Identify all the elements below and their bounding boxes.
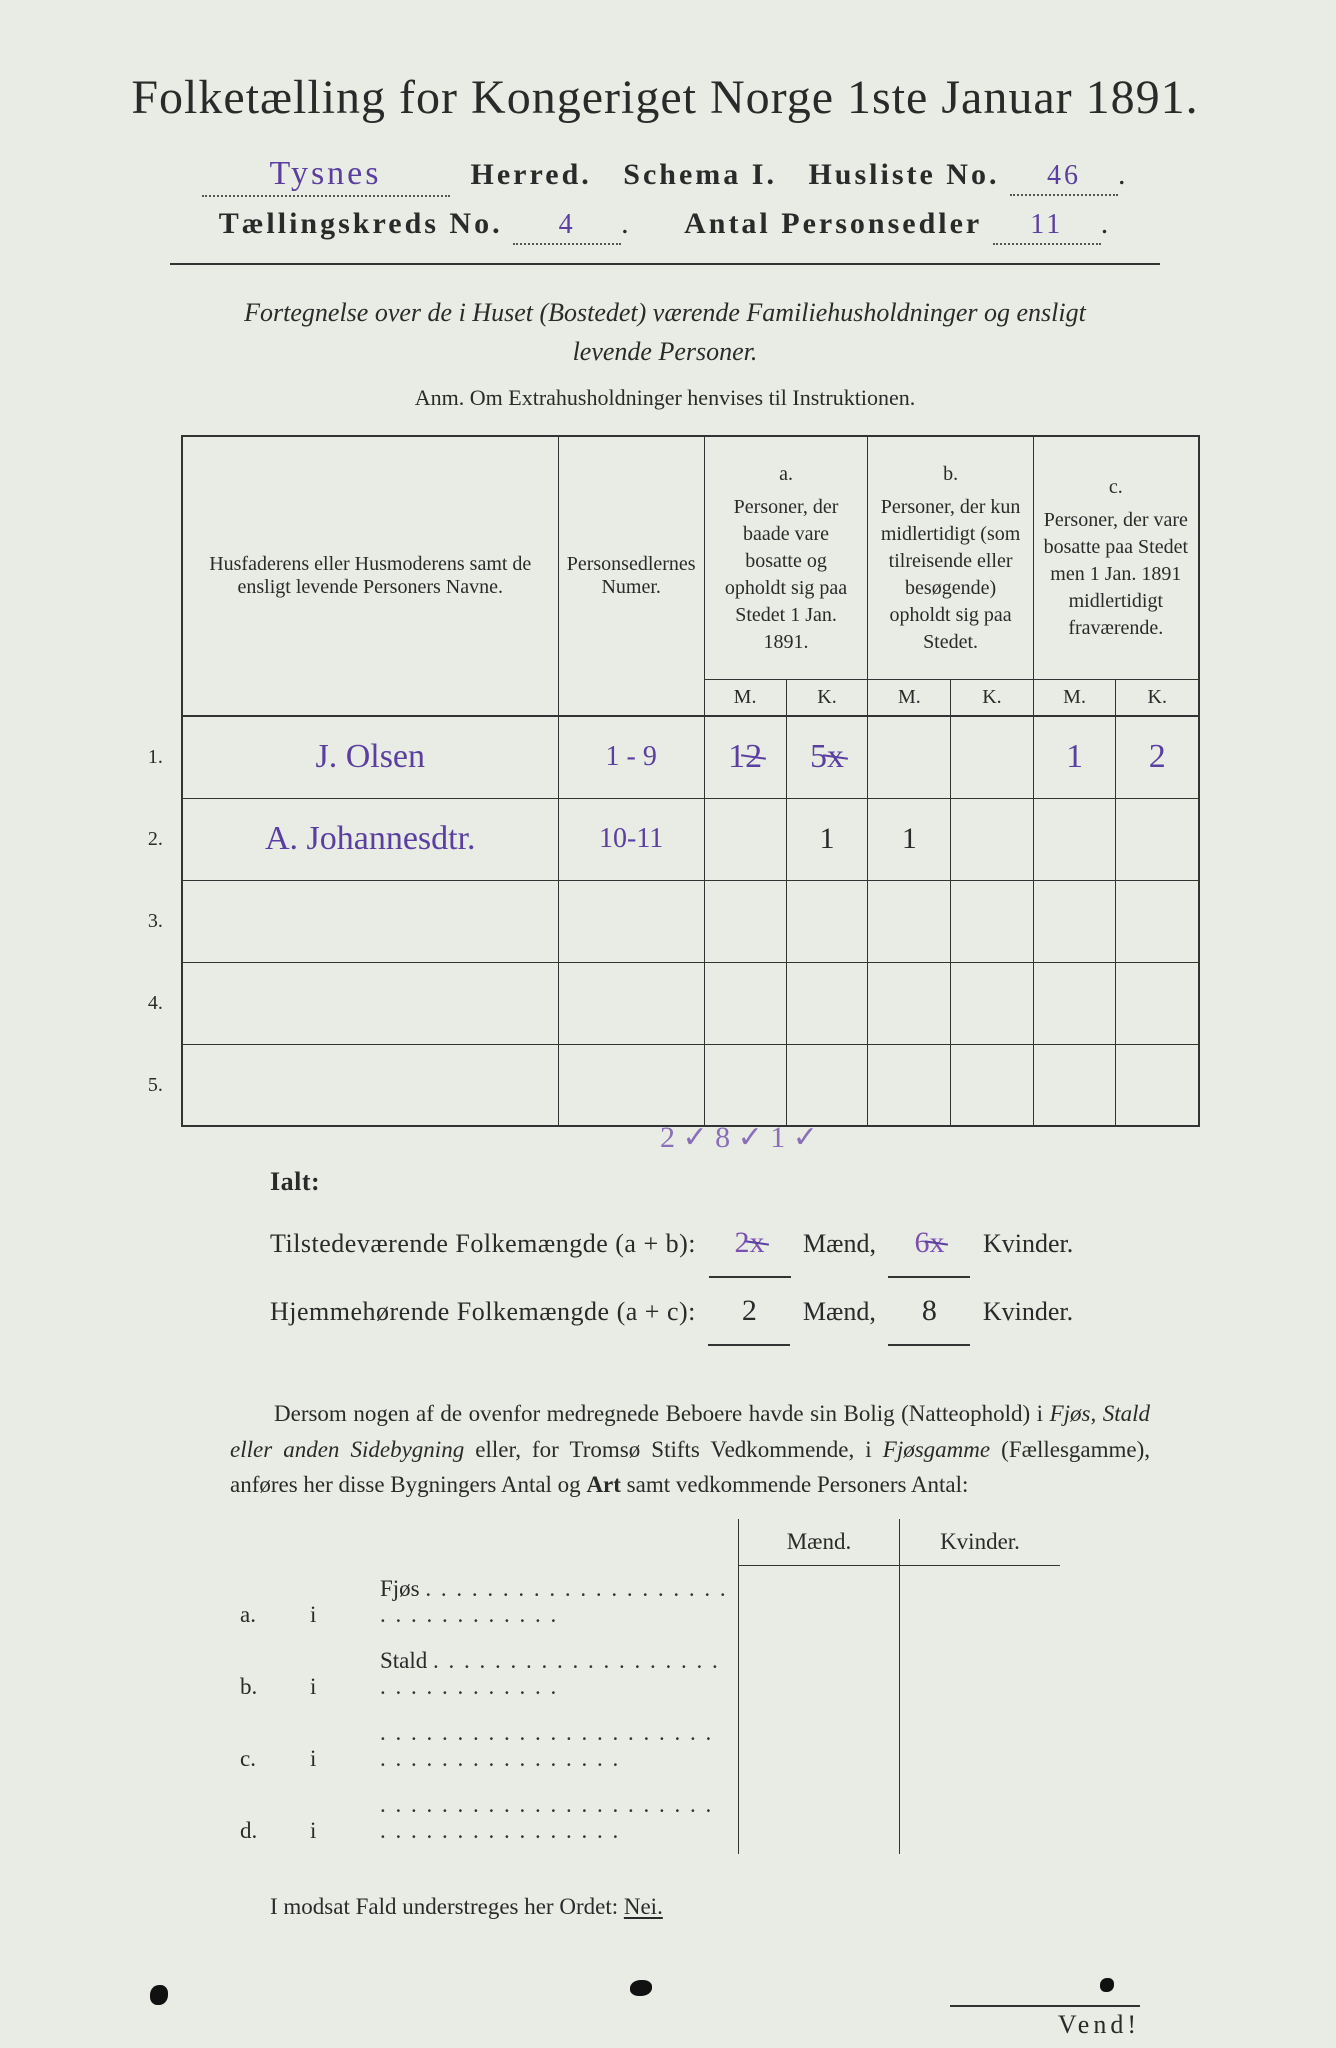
header-line-1: Tysnes Herred. Schema I. Husliste No. 46… — [90, 155, 1240, 197]
col-a-header: a. Personer, der baade vare bosatte og o… — [704, 436, 868, 680]
table-row: 5. — [130, 1044, 1199, 1126]
col-c-header: c. Personer, der vare bosatte paa Stedet… — [1033, 436, 1199, 680]
nei-line: I modsat Fald understreges her Ordet: Ne… — [270, 1894, 1240, 1920]
sub-row: d. i . . . . . . . . . . . . . . . . . .… — [230, 1782, 1060, 1854]
census-form: Folketælling for Kongeriget Norge 1ste J… — [90, 70, 1240, 2040]
sub-m-header: Mænd. — [739, 1519, 900, 1566]
hjemme-label: Hjemmehørende Folkemængde (a + c): — [270, 1297, 696, 1326]
page-title: Folketælling for Kongeriget Norge 1ste J… — [90, 70, 1240, 125]
col-numer-header: Personsedlernes Numer. — [558, 436, 704, 716]
form-subtitle: Fortegnelse over de i Huset (Bostedet) v… — [210, 293, 1120, 371]
header-line-2: Tællingskreds No. 4. Antal Personsedler … — [90, 207, 1240, 245]
schema-label: Schema I. — [623, 158, 777, 191]
numer-cell: 10-11 — [599, 823, 663, 854]
sub-k-header: Kvinder. — [900, 1519, 1061, 1566]
ialt-label: Ialt: — [270, 1167, 320, 1196]
col-b-header: b. Personer, der kun midlertidigt (som t… — [868, 436, 1033, 680]
col-b-k: K. — [951, 680, 1033, 717]
husliste-value: 46 — [1010, 160, 1118, 196]
table-row: 3. — [130, 880, 1199, 962]
col-c-m: M. — [1033, 680, 1116, 717]
totals-block: Ialt: Tilstedeværende Folkemængde (a + b… — [270, 1153, 1150, 1346]
tally-checkmarks: 2 ✓ 8 ✓ 1 ✓ — [660, 1120, 818, 1155]
ink-blot-icon — [630, 1980, 652, 1996]
sub-row: c. i . . . . . . . . . . . . . . . . . .… — [230, 1710, 1060, 1782]
sub-row: a. i Fjøs . . . . . . . . . . . . . . . … — [230, 1566, 1060, 1638]
tilstede-label: Tilstedeværende Folkemængde (a + b): — [270, 1229, 696, 1258]
col-names-header: Husfaderens eller Husmoderens samt de en… — [182, 436, 558, 716]
kreds-value: 4 — [513, 209, 621, 245]
main-table: Husfaderens eller Husmoderens samt de en… — [130, 435, 1200, 1127]
nei-word: Nei. — [624, 1894, 663, 1919]
table-row: 2. A. Johannesdtr. 10-11 1 1 — [130, 798, 1199, 880]
sub-table: Mænd. Kvinder. a. i Fjøs . . . . . . . .… — [230, 1519, 1060, 1854]
col-a-k: K. — [786, 680, 868, 717]
hjemme-m: 2 — [742, 1294, 757, 1327]
divider — [170, 263, 1160, 265]
numer-cell: 1 - 9 — [606, 741, 657, 772]
sedler-label: Antal Personsedler — [684, 207, 982, 240]
kreds-label: Tællingskreds No. — [219, 207, 503, 240]
col-a-m: M. — [704, 680, 786, 717]
sub-row: b. i Stald . . . . . . . . . . . . . . .… — [230, 1638, 1060, 1710]
hjemme-k: 8 — [922, 1294, 937, 1327]
name-cell: J. Olsen — [315, 738, 425, 775]
husliste-label: Husliste No. — [808, 158, 999, 191]
col-c-k: K. — [1116, 680, 1199, 717]
ink-blot-icon — [1100, 1978, 1114, 1992]
table-row: 1. J. Olsen 1 - 9 12 5x 1 2 — [130, 716, 1199, 798]
sedler-value: 11 — [993, 209, 1101, 245]
name-cell: A. Johannesdtr. — [265, 820, 476, 857]
instruction-paragraph: Dersom nogen af de ovenfor medregnede Be… — [230, 1396, 1150, 1503]
ink-blot-icon — [150, 1985, 168, 2005]
form-annotation: Anm. Om Extrahusholdninger henvises til … — [90, 385, 1240, 411]
vend-label: Vend! — [90, 1980, 1140, 2040]
herred-label: Herred. — [471, 158, 592, 191]
table-row: 4. — [130, 962, 1199, 1044]
herred-value: Tysnes — [202, 155, 450, 197]
col-b-m: M. — [868, 680, 951, 717]
